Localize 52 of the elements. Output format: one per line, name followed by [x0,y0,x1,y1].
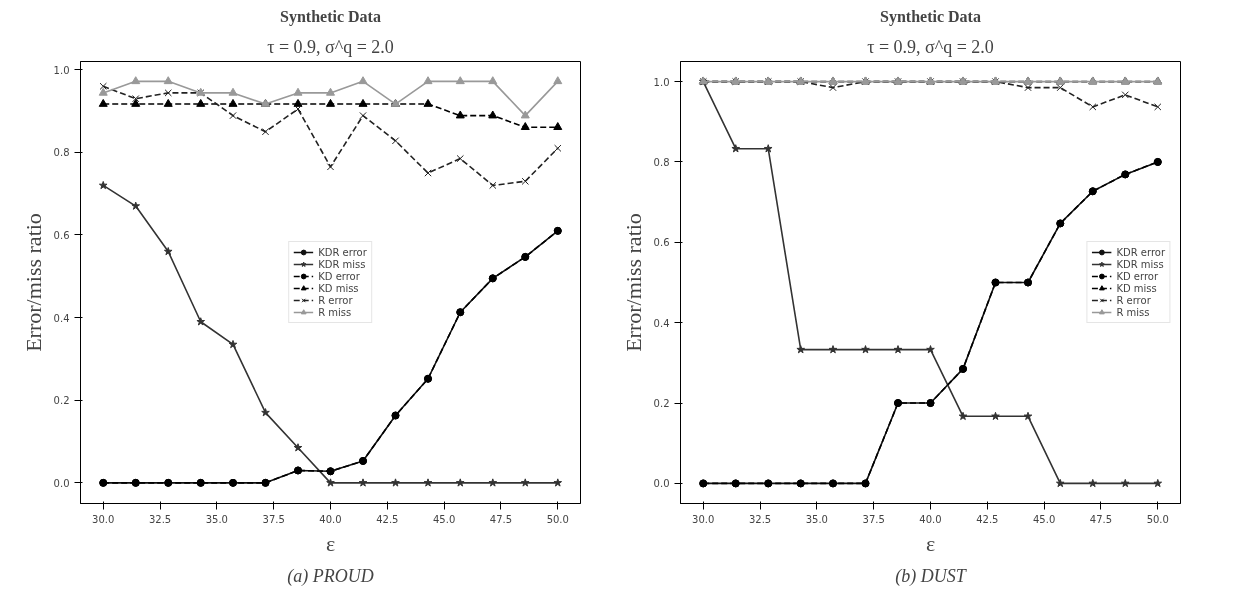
legend-label: KDR miss [1116,258,1164,270]
legend-label: R miss [1116,306,1150,318]
y-tick-label: 0.0 [653,478,670,490]
legend-label: KDR error [318,246,367,258]
x-tick-label: 37.5 [862,513,885,525]
legend-label: KD error [1116,270,1159,282]
x-axis-title: ε [325,530,336,556]
legend-label: KD miss [318,282,359,294]
legend-label: KD error [318,270,360,282]
x-tick-label: 50.0 [1146,513,1169,525]
x-tick-label: 30.0 [692,513,715,525]
x-tick-label: 42.5 [376,513,399,525]
x-tick-label: 35.0 [205,513,228,525]
y-tick-label: 0.8 [53,147,70,159]
legend-label: R error [318,294,353,306]
x-tick-label: 40.0 [319,513,342,525]
y-tick-label: 1.0 [653,76,670,88]
x-tick-label: 45.0 [1033,513,1056,525]
x-axis-title: ε [925,530,936,556]
x-tick-label: 50.0 [546,513,569,525]
y-axis-title: Error/miss ratio [620,213,646,352]
y-tick-label: 0.4 [53,312,70,324]
y-tick-label: 0.2 [653,398,670,410]
x-tick-label: 37.5 [262,513,285,525]
chart-title: Synthetic Data [880,7,981,26]
y-tick-label: 0.8 [653,156,670,168]
x-tick-label: 47.5 [489,513,513,525]
legend-label: KDR error [1116,246,1165,258]
legend-label: KDR miss [318,258,366,270]
legend-label: R miss [318,306,352,318]
x-tick-label: 30.0 [92,513,115,525]
x-tick-label: 42.5 [976,513,999,525]
x-tick-label: 45.0 [433,513,456,525]
y-tick-label: 0.6 [53,230,70,241]
x-tick-label: 47.5 [1089,513,1113,525]
text: (b) DUST [895,565,968,587]
legend-label: R error [1116,294,1151,306]
x-tick-label: 32.5 [748,513,772,525]
text: (a) PROUD [287,565,374,587]
y-tick-label: 0.6 [653,237,670,249]
chart-subtitle: τ = 0.9, σ^q = 2.0 [867,36,994,57]
y-tick-label: 1.0 [53,64,70,76]
x-tick-label: 40.0 [919,513,942,525]
y-tick-label: 0.4 [653,317,670,329]
chart-title: Synthetic Data [280,7,381,26]
y-tick-label: 0.0 [53,477,70,489]
y-axis-title: Error/miss ratio [20,213,46,352]
y-tick-label: 0.2 [53,395,70,407]
x-tick-label: 35.0 [805,513,828,525]
x-tick-label: 32.5 [148,513,172,525]
legend-label: KD miss [1116,282,1157,294]
chart-subtitle: τ = 0.9, σ^q = 2.0 [267,36,394,57]
